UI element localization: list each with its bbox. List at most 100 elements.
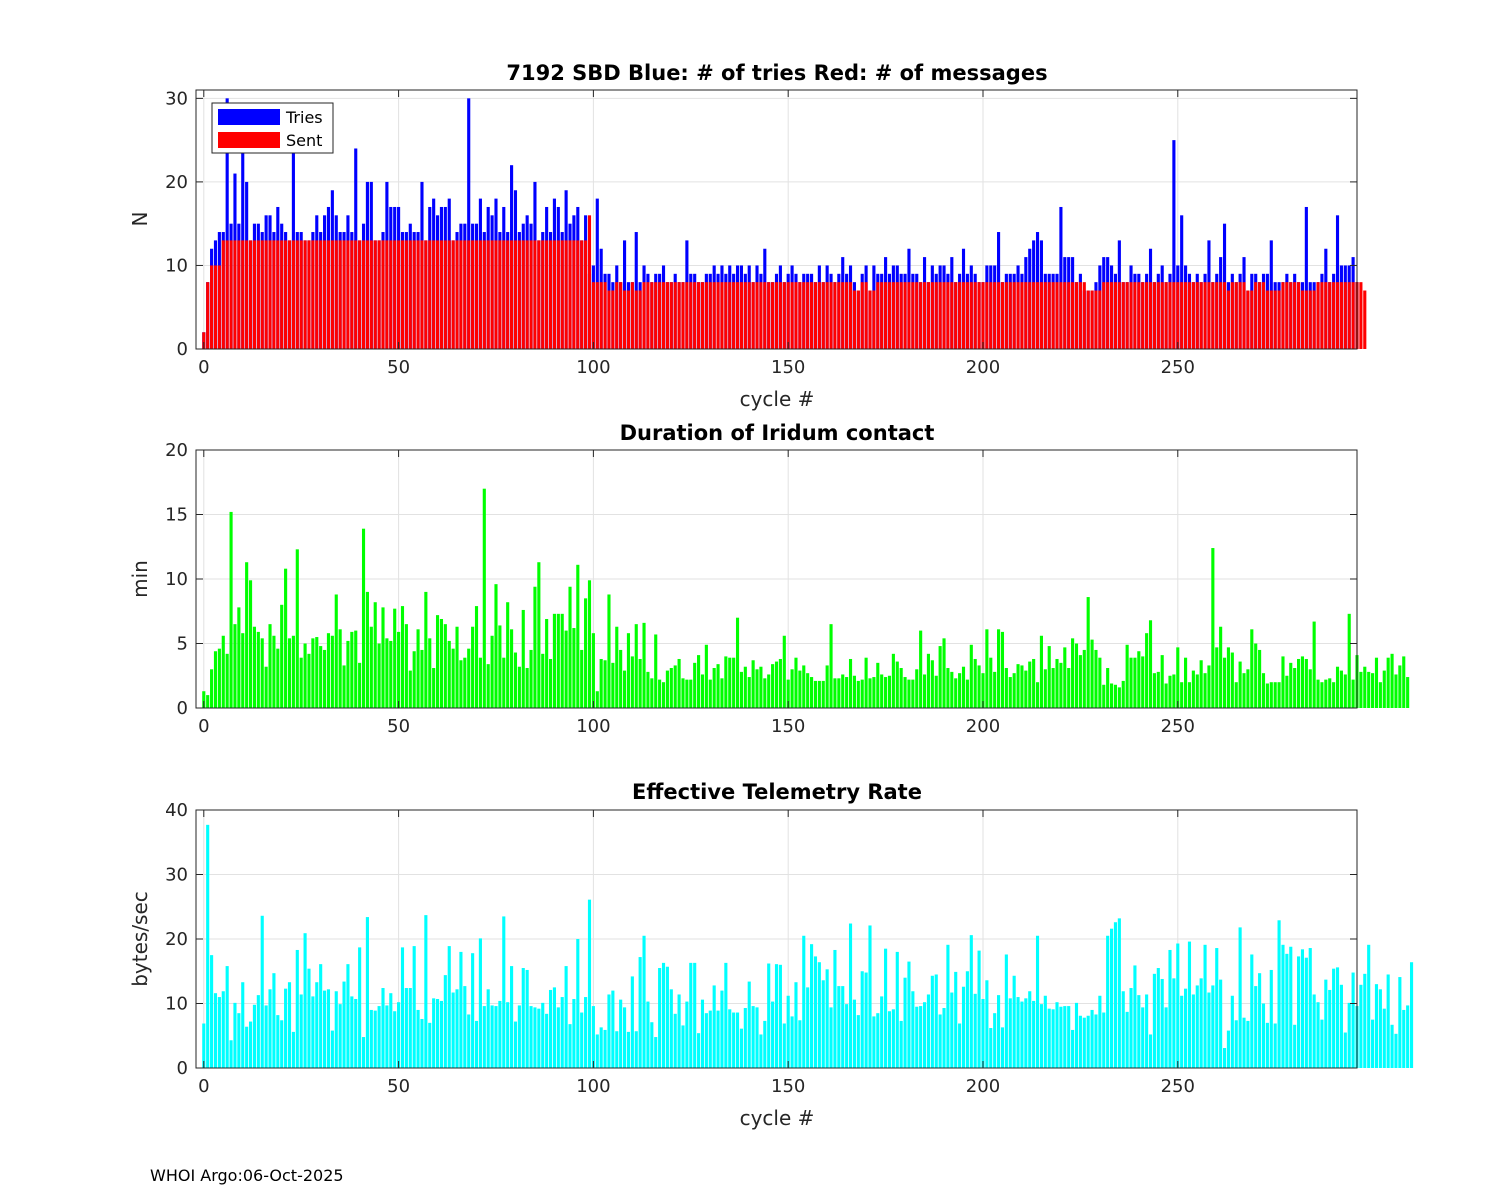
- bar-rate: [1098, 995, 1102, 1068]
- bar-sent: [852, 290, 856, 349]
- bar-duration: [1047, 646, 1051, 708]
- bar-sent: [848, 282, 853, 349]
- bar-duration: [1090, 639, 1094, 708]
- bar-duration: [420, 649, 424, 708]
- bar-sent: [926, 282, 930, 349]
- bar-rate: [864, 972, 868, 1068]
- bar-rate: [369, 1009, 373, 1068]
- bar-sent: [884, 282, 888, 349]
- bar-duration: [1351, 679, 1355, 708]
- bar-duration: [919, 630, 923, 708]
- bar-duration: [1039, 635, 1043, 708]
- bar-duration: [202, 691, 206, 708]
- bar-duration: [899, 668, 903, 708]
- bar-rate: [1230, 995, 1234, 1068]
- bar-duration: [1277, 682, 1281, 708]
- legend-swatch-sent: [218, 132, 280, 148]
- bar-duration: [552, 613, 556, 708]
- bar-duration: [245, 562, 249, 708]
- bar-sent: [1129, 282, 1133, 349]
- bar-rate: [276, 1015, 280, 1068]
- bar-rate: [1219, 979, 1223, 1068]
- bar-duration: [213, 651, 218, 708]
- bar-sent: [463, 240, 467, 349]
- bar-rate: [463, 986, 467, 1068]
- bar-rate: [790, 1016, 794, 1068]
- bar-duration: [1293, 668, 1297, 708]
- bar-duration: [517, 666, 521, 708]
- bar-rate: [443, 975, 447, 1068]
- bar-rate: [798, 1020, 802, 1068]
- bar-sent: [1281, 282, 1285, 349]
- bar-duration: [848, 658, 853, 708]
- bar-sent: [704, 282, 708, 349]
- bar-sent: [338, 240, 342, 349]
- bar-duration: [1374, 657, 1379, 708]
- bar-rate: [447, 946, 451, 1068]
- bar-rate: [685, 1001, 689, 1068]
- bar-sent: [435, 240, 440, 349]
- bar-duration: [1008, 677, 1012, 708]
- x-tick-label: 50: [387, 716, 410, 737]
- bar-rate: [934, 974, 938, 1068]
- bar-sent: [225, 240, 229, 349]
- bar-duration: [1141, 656, 1145, 708]
- x-tick-label: 250: [1161, 1076, 1195, 1097]
- bar-sent: [506, 240, 510, 349]
- bar-duration: [537, 562, 541, 708]
- bar-duration: [1363, 666, 1367, 708]
- bar-rate: [1039, 1004, 1043, 1068]
- bar-duration: [591, 633, 595, 708]
- bar-sent: [922, 282, 927, 349]
- y-tick-label: 0: [177, 1058, 188, 1079]
- bar-sent: [817, 282, 821, 349]
- bar-rate: [1300, 949, 1305, 1068]
- x-tick-label: 0: [198, 1076, 209, 1097]
- bar-sent: [276, 240, 280, 349]
- bar-sent: [564, 240, 568, 349]
- bar-sent: [661, 282, 666, 349]
- bar-sent: [821, 282, 825, 349]
- bar-sent: [533, 240, 537, 349]
- bar-duration: [482, 488, 486, 708]
- bar-duration: [864, 657, 868, 708]
- bar-tries: [1172, 140, 1176, 349]
- bar-duration: [1312, 621, 1316, 708]
- bar-duration: [1125, 644, 1129, 708]
- bar-duration: [397, 631, 401, 708]
- bar-rate: [615, 1031, 619, 1068]
- bar-sent: [315, 240, 319, 349]
- bar-duration: [798, 670, 802, 708]
- bar-tries: [291, 123, 295, 349]
- bar-rate: [1320, 1019, 1324, 1069]
- bar-duration: [1032, 658, 1036, 708]
- bar-duration: [817, 680, 821, 708]
- bar-duration: [607, 594, 611, 708]
- bar-sent: [369, 240, 373, 349]
- bar-duration: [447, 640, 451, 708]
- bar-duration: [463, 657, 467, 708]
- bar-rate: [767, 963, 771, 1068]
- bar-rate: [689, 962, 693, 1068]
- bar-duration: [693, 662, 697, 708]
- bar-rate: [1102, 1012, 1106, 1068]
- bar-rate: [358, 947, 362, 1068]
- x-axis-label: cycle #: [740, 1106, 815, 1130]
- bar-sent: [1265, 290, 1269, 349]
- bar-duration: [1215, 647, 1219, 708]
- bar-rate: [751, 1006, 755, 1068]
- bar-rate: [1265, 1022, 1269, 1068]
- bar-sent: [693, 282, 697, 349]
- y-tick-label: 5: [177, 634, 188, 655]
- bar-duration: [1335, 666, 1340, 708]
- bar-duration: [868, 678, 872, 708]
- bar-rate: [1409, 962, 1414, 1068]
- bar-duration: [1289, 662, 1293, 708]
- bar-duration: [303, 643, 307, 708]
- bar-rate: [876, 1013, 880, 1068]
- bar-rate: [1172, 978, 1176, 1068]
- bar-duration: [782, 635, 786, 708]
- bar-sent: [233, 240, 237, 349]
- bar-sent: [751, 282, 755, 349]
- bar-duration: [926, 653, 930, 708]
